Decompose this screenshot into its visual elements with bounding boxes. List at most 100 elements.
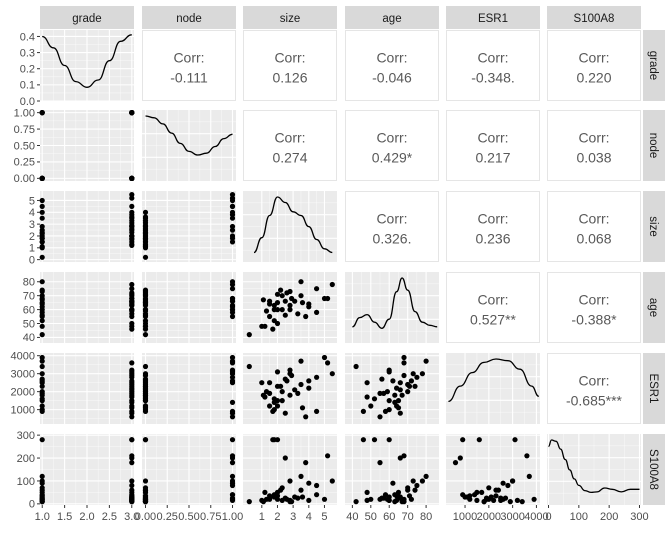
scatter-point bbox=[314, 374, 320, 380]
panel-esr1-node bbox=[142, 353, 236, 424]
scatter-point bbox=[397, 495, 403, 501]
scatter-point bbox=[298, 358, 304, 364]
scatter-point bbox=[39, 239, 45, 245]
scatter-point bbox=[39, 376, 45, 382]
density-curve-grade bbox=[42, 34, 132, 88]
scatter-point bbox=[289, 372, 295, 379]
scatter-point bbox=[142, 233, 149, 239]
scatter-point bbox=[457, 455, 463, 461]
x-tick-label: 3000 bbox=[500, 511, 524, 523]
scatter-point bbox=[129, 380, 135, 386]
panel-size-size bbox=[243, 191, 337, 262]
scatter-point bbox=[329, 281, 335, 288]
scatter-point bbox=[321, 354, 328, 361]
scatter-point bbox=[39, 354, 45, 361]
scatter-point bbox=[229, 478, 236, 484]
scatter-point bbox=[129, 399, 135, 405]
scatter-point bbox=[371, 437, 378, 443]
scatter-point bbox=[460, 492, 466, 498]
strip-label-right-size: size bbox=[647, 216, 659, 236]
scatter-point bbox=[129, 203, 135, 209]
y-tick-label: 0 bbox=[29, 499, 35, 511]
x-tick-label: 4000 bbox=[524, 511, 548, 523]
scatter-point bbox=[392, 392, 398, 398]
scatter-point bbox=[377, 414, 383, 420]
scatter-point bbox=[279, 293, 285, 299]
scatter-point bbox=[229, 437, 236, 443]
scatter-point bbox=[325, 453, 331, 459]
scatter-point bbox=[260, 297, 266, 303]
scatter-point bbox=[279, 389, 285, 395]
x-tick-label: 1000 bbox=[453, 511, 477, 523]
scatter-point bbox=[142, 218, 149, 224]
scatter-point bbox=[306, 301, 312, 307]
scatter-point bbox=[39, 363, 45, 370]
scatter-point bbox=[278, 487, 284, 493]
x-tick-label: 0.75 bbox=[200, 511, 221, 523]
strip-label-top-s100a8: S100A8 bbox=[574, 13, 615, 25]
scatter-point bbox=[423, 358, 429, 364]
y-tick-label: 300 bbox=[17, 430, 35, 442]
y-tick-label: 0.4 bbox=[20, 31, 35, 43]
scatter-point bbox=[267, 298, 273, 304]
corr-label: Corr: bbox=[376, 50, 407, 66]
scatter-point bbox=[279, 398, 285, 404]
y-tick-label: 0 bbox=[29, 254, 35, 266]
scatter-point bbox=[129, 389, 135, 395]
scatter-point bbox=[509, 478, 516, 484]
scatter-point bbox=[39, 203, 45, 209]
corr-value-node-size: 0.274 bbox=[272, 150, 307, 166]
corr-value-size-esr1: 0.236 bbox=[475, 231, 510, 247]
scatter-point bbox=[507, 499, 513, 505]
scatter-point bbox=[526, 473, 532, 479]
scatter-point bbox=[412, 487, 418, 493]
panel-size-s100a8 bbox=[547, 191, 641, 262]
scatter-point bbox=[39, 312, 45, 318]
scatter-point bbox=[39, 235, 45, 241]
y-tick-label: 50 bbox=[23, 318, 35, 330]
panel-background bbox=[345, 353, 439, 424]
scatter-point bbox=[142, 383, 149, 389]
scatter-point bbox=[129, 295, 135, 302]
scatter-point bbox=[39, 227, 45, 233]
density-curve-age bbox=[352, 277, 438, 329]
scatter-point bbox=[129, 437, 135, 443]
scatter-point bbox=[303, 460, 309, 466]
scatter-point bbox=[279, 497, 285, 503]
y-tick-label: 0.75 bbox=[14, 124, 35, 136]
scatter-point bbox=[39, 323, 45, 329]
corr-value-grade-size: 0.126 bbox=[272, 70, 307, 86]
panel-node-esr1 bbox=[446, 110, 540, 181]
strip-right-grade bbox=[643, 30, 665, 101]
scatter-point bbox=[229, 239, 236, 245]
scatter-point bbox=[129, 218, 135, 224]
x-tick-label: 1.00 bbox=[222, 511, 243, 523]
strip-label-right-age: age bbox=[647, 298, 659, 317]
scatter-point bbox=[386, 367, 392, 373]
scatter-point bbox=[298, 473, 304, 479]
x-tick-label: 80 bbox=[420, 511, 432, 523]
y-tick-label: 0.2 bbox=[20, 64, 35, 76]
scatter-point bbox=[401, 354, 407, 361]
scatter-point bbox=[262, 394, 268, 400]
scatter-point bbox=[129, 291, 135, 297]
corr-label: Corr: bbox=[578, 292, 609, 308]
panel-node-grade bbox=[39, 110, 135, 181]
scatter-point bbox=[129, 405, 135, 411]
scatter-point bbox=[314, 492, 320, 498]
scatter-point bbox=[274, 493, 281, 499]
y-tick-label: 2000 bbox=[11, 386, 35, 398]
x-tick-label: 2000 bbox=[477, 511, 501, 523]
scatter-point bbox=[486, 496, 492, 502]
scatter-point bbox=[493, 493, 499, 499]
scatter-point bbox=[287, 478, 293, 484]
corr-label: Corr: bbox=[376, 130, 407, 146]
scatter-point bbox=[394, 385, 400, 391]
scatter-point bbox=[414, 482, 420, 489]
y-tick-label: 2 bbox=[29, 231, 35, 243]
scatter-point bbox=[512, 437, 518, 443]
scatter-point bbox=[274, 307, 281, 313]
scatter-point bbox=[129, 482, 135, 489]
scatter-point bbox=[271, 399, 277, 405]
scatter-point bbox=[299, 494, 306, 500]
